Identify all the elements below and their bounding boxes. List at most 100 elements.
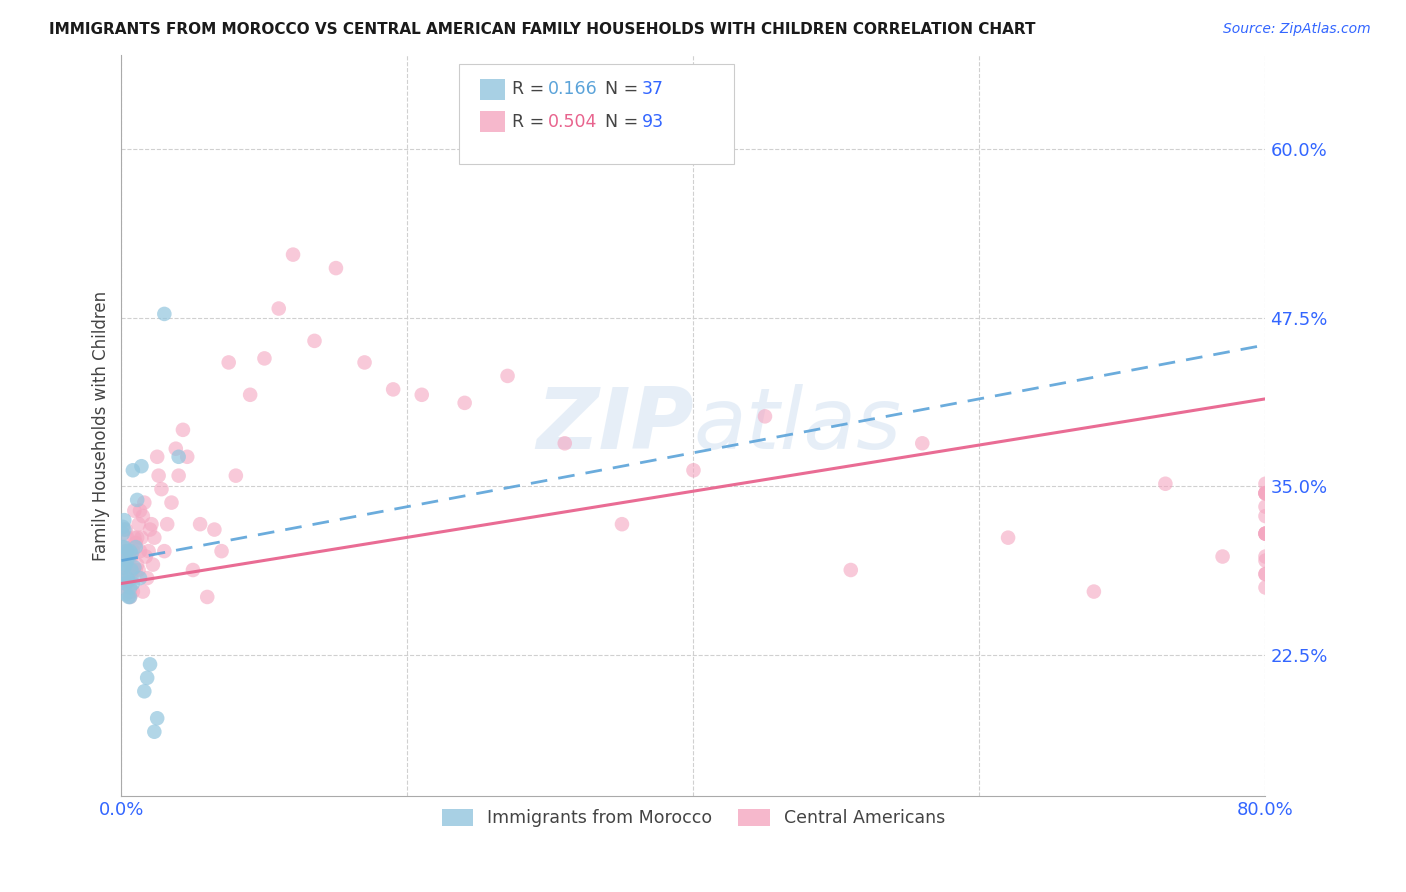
Point [1254,509,1277,524]
Y-axis label: Family Households with Children: Family Households with Children [93,291,110,561]
Point [129,571,152,585]
Point [142,558,165,572]
Text: R =: R = [512,113,550,131]
Point [146,450,169,464]
Legend: Immigrants from Morocco, Central Americans: Immigrants from Morocco, Central America… [433,800,953,836]
Point [1254,486,1277,500]
Point [111,544,134,558]
Point [496,368,519,383]
Point [114,576,136,591]
Point [112,574,135,588]
Text: 0.504: 0.504 [548,113,598,131]
Point [610,517,633,532]
Point [112,560,135,574]
Point [122,576,145,591]
Point [115,571,138,585]
Point [167,468,190,483]
Point [1254,486,1277,500]
Point [1254,476,1277,491]
Point [146,711,169,725]
Point [115,553,138,567]
Point [111,520,134,534]
Text: 37: 37 [643,80,664,98]
Point [132,584,155,599]
Point [122,544,145,558]
Point [1254,567,1277,582]
Point [125,540,148,554]
Point [134,684,156,698]
Point [118,581,141,595]
Point [114,576,136,591]
Point [118,544,141,558]
Point [128,563,150,577]
Point [1254,567,1277,582]
Point [239,388,262,402]
Point [160,495,183,509]
FancyBboxPatch shape [479,112,505,132]
Text: IMMIGRANTS FROM MOROCCO VS CENTRAL AMERICAN FAMILY HOUSEHOLDS WITH CHILDREN CORR: IMMIGRANTS FROM MOROCCO VS CENTRAL AMERI… [49,22,1036,37]
Point [127,558,149,572]
Point [1254,581,1277,595]
Text: N =: N = [606,80,644,98]
Point [165,442,187,456]
Point [120,571,142,585]
Point [353,355,375,369]
Point [911,436,934,450]
Point [122,463,145,477]
Point [188,517,211,532]
Point [114,587,136,601]
Point [122,563,145,577]
Point [132,509,155,524]
Point [382,383,405,397]
Point [115,571,138,585]
Text: 93: 93 [643,113,664,131]
Point [172,423,194,437]
Point [127,531,149,545]
Point [134,495,156,509]
Point [1254,486,1277,500]
Point [211,544,233,558]
Point [138,544,160,558]
Point [141,517,163,532]
Point [122,584,145,599]
Point [127,492,149,507]
Point [115,531,138,545]
Point [129,544,152,558]
Point [325,261,347,276]
Point [156,517,179,532]
Point [181,563,204,577]
Point [148,468,170,483]
Point [131,531,153,545]
Point [139,657,162,672]
Point [114,523,136,537]
Point [453,396,475,410]
Point [1154,476,1177,491]
Point [1254,526,1277,541]
Point [128,517,150,532]
FancyBboxPatch shape [458,64,734,164]
Text: Source: ZipAtlas.com: Source: ZipAtlas.com [1223,22,1371,37]
Point [304,334,326,348]
Point [112,513,135,527]
Point [125,536,148,550]
Point [218,355,240,369]
Point [202,523,225,537]
Point [115,544,138,558]
Point [131,459,153,474]
Point [120,549,142,564]
Point [839,563,862,577]
Point [117,563,139,577]
Point [114,558,136,572]
Point [253,351,276,366]
Point [118,590,141,604]
Point [135,549,157,564]
Point [1083,584,1105,599]
Point [1254,486,1277,500]
Point [167,450,190,464]
Point [136,671,159,685]
Point [143,531,166,545]
Point [120,547,142,561]
Point [118,584,141,599]
Point [139,523,162,537]
Point [111,560,134,574]
